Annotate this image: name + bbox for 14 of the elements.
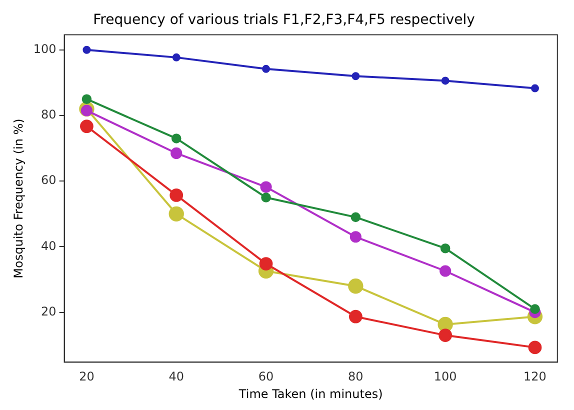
- x-tick-label: 100: [434, 370, 457, 384]
- x-axis-title: Time Taken (in minutes): [238, 386, 383, 401]
- y-axis-title: Mosquito Frequency (in %): [11, 118, 26, 278]
- chart-title: Frequency of various trials F1,F2,F3,F4,F5 respectively: [93, 12, 475, 28]
- y-tick-label: 40: [41, 238, 56, 253]
- y-tick-label: 60: [41, 173, 56, 188]
- x-tick-label: 60: [258, 370, 274, 384]
- y-tick-label: 100: [33, 42, 56, 56]
- y-tick-label: 80: [41, 108, 56, 122]
- x-tick-label: 40: [168, 370, 184, 384]
- x-tick-label: 20: [79, 370, 94, 384]
- x-tick-label: 120: [524, 370, 546, 384]
- x-tick-label: 80: [348, 370, 364, 384]
- y-tick-label: 20: [41, 304, 56, 318]
